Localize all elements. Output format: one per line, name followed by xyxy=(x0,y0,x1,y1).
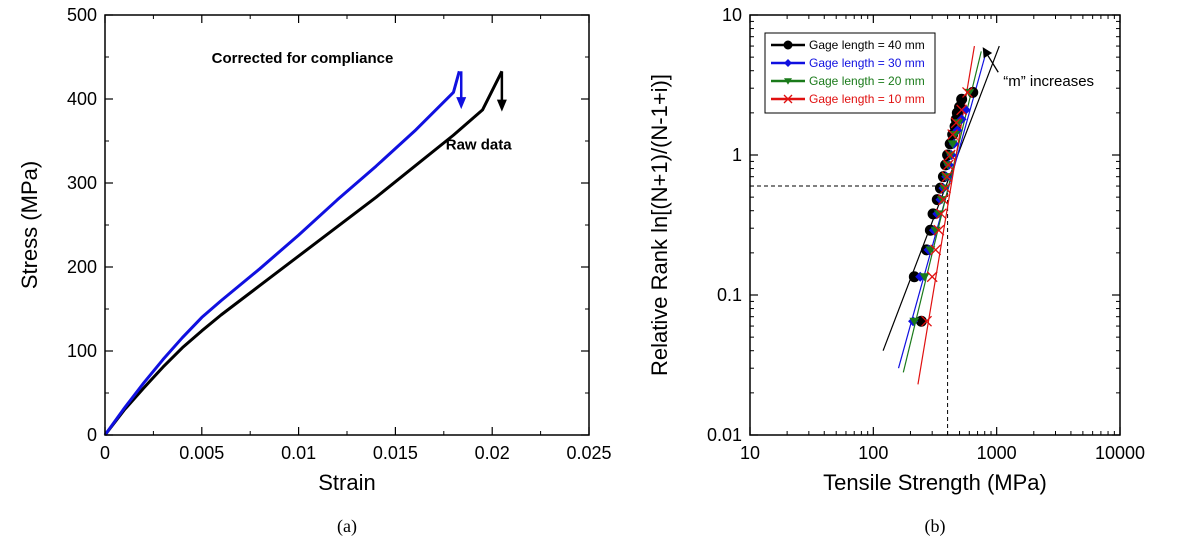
x-tick-label: 0.005 xyxy=(179,443,224,463)
legend-label-2: Gage length = 20 mm xyxy=(809,74,925,88)
panel-a-annotation-raw: Raw data xyxy=(446,136,513,153)
data-point-series-3 xyxy=(962,86,973,98)
panel-b-reference-lines xyxy=(750,185,949,435)
raw-data-line xyxy=(103,70,504,436)
y-tick-label: 100 xyxy=(67,341,97,361)
panel-b-legend: Gage length = 40 mm Gage length = 30 mm Ga… xyxy=(764,32,936,114)
legend-label-1: Gage length = 30 mm xyxy=(809,56,925,70)
legend-label-0: Gage length = 40 mm xyxy=(809,38,925,52)
y-tick-label: 10 xyxy=(722,5,742,25)
legend-label-3: Gage length = 10 mm xyxy=(809,92,925,106)
panel-a-arrows xyxy=(456,71,507,112)
y-tick-label: 300 xyxy=(67,173,97,193)
data-point-series-3 xyxy=(956,104,968,116)
x-tick-label: 0.01 xyxy=(281,443,316,463)
data-point-series-2 xyxy=(925,246,936,255)
x-tick-label: 0.025 xyxy=(566,443,611,463)
data-point-series-3 xyxy=(933,224,945,236)
legend-marker-0 xyxy=(783,40,793,50)
x-tick-label: 0.015 xyxy=(373,443,418,463)
data-point-series-3 xyxy=(937,194,949,206)
panel-a-frame xyxy=(104,14,590,436)
panel-b-y-axis-title: Relative Rank ln[(N+1)/(N-1+i)] xyxy=(647,74,672,376)
data-point-series-2 xyxy=(909,317,920,326)
data-point-series-3 xyxy=(941,171,953,183)
data-point-series-2 xyxy=(947,140,958,149)
data-point-series-3 xyxy=(930,244,942,256)
legend-marker-2 xyxy=(784,78,792,85)
data-point-series-3 xyxy=(935,208,947,220)
data-point-series-2 xyxy=(953,119,964,128)
panel-b-arrows xyxy=(982,47,999,73)
data-point-series-1 xyxy=(960,104,971,115)
panel-b-points xyxy=(908,86,979,327)
panel-b-annotation-m-increases: “m” increases xyxy=(1003,73,1094,90)
x-tick-label: 10000 xyxy=(1095,443,1145,463)
data-point-series-0 xyxy=(956,93,968,105)
weibull-chart: 10 100 1000 10000 0.01 0.1 1 10 Gage length = 4… xyxy=(647,5,1145,537)
y-tick-label: 0 xyxy=(87,425,97,445)
data-point-series-2 xyxy=(933,210,944,219)
panel-b-ticks: 10 100 1000 10000 0.01 0.1 1 10 xyxy=(707,5,1145,463)
panel-b-frame xyxy=(749,14,1121,436)
panel-a-ticks: 0 0.005 0.01 0.015 0.02 0.025 0 100 200 300 400 500 xyxy=(67,5,612,463)
data-point-series-3 xyxy=(950,117,962,129)
data-point-series-2 xyxy=(950,131,961,140)
x-tick-label: 1000 xyxy=(977,443,1017,463)
panel-a-series xyxy=(103,70,504,436)
corrected-drop-arrow xyxy=(456,71,467,110)
y-tick-label: 0.01 xyxy=(707,425,742,445)
x-tick-label: 100 xyxy=(858,443,888,463)
data-point-series-3 xyxy=(940,182,951,194)
y-tick-label: 0.1 xyxy=(717,285,742,305)
panel-a-label: (a) xyxy=(337,516,357,537)
legend-marker-3 xyxy=(783,94,793,104)
x-tick-label: 10 xyxy=(740,443,760,463)
x-tick-label: 0 xyxy=(100,443,110,463)
panel-a-y-axis-title: Stress (MPa) xyxy=(17,161,42,289)
panel-a-x-axis-title: Strain xyxy=(318,470,375,495)
data-point-series-3 xyxy=(947,129,959,141)
data-point-series-3 xyxy=(942,159,954,171)
raw-drop-arrow xyxy=(496,71,507,112)
y-tick-label: 400 xyxy=(67,89,97,109)
x-tick-label: 0.02 xyxy=(475,443,510,463)
panel-b-x-axis-title: Tensile Strength (MPa) xyxy=(823,470,1047,495)
data-point-series-3 xyxy=(944,149,956,161)
stress-strain-chart: 0 0.005 0.01 0.015 0.02 0.025 0 100 200 300 400 500… xyxy=(17,5,612,537)
data-point-series-2 xyxy=(919,273,930,282)
panel-b-label: (b) xyxy=(925,516,946,537)
legend-marker-1 xyxy=(784,59,792,67)
y-tick-label: 1 xyxy=(732,145,742,165)
data-point-series-3 xyxy=(926,271,938,283)
m-increases-arrow xyxy=(982,47,999,73)
y-tick-label: 500 xyxy=(67,5,97,25)
y-tick-label: 200 xyxy=(67,257,97,277)
corrected-line xyxy=(103,70,461,436)
data-point-series-3 xyxy=(921,315,932,327)
panel-a-annotation-corrected: Corrected for compliance xyxy=(212,50,394,67)
